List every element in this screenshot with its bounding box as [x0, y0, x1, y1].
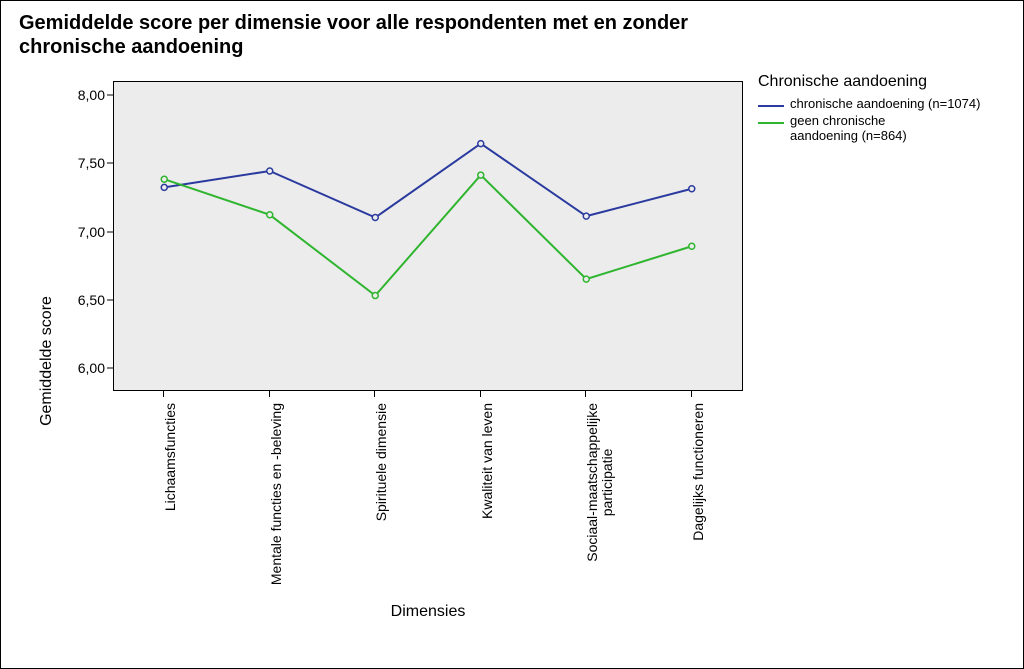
- legend-items: chronische aandoening (n=1074) geen chron…: [758, 97, 1013, 144]
- plot-wrapper: Gemiddelde score 6,006,507,007,508,00 Di…: [39, 71, 759, 651]
- series-marker-geen: [689, 243, 695, 249]
- series-marker-chronisch: [478, 141, 484, 147]
- chart-svg: [114, 82, 742, 390]
- x-tick-label: Spirituele dimensie: [374, 403, 389, 521]
- x-tick-mark: [691, 391, 692, 397]
- series-marker-geen: [372, 293, 378, 299]
- y-tick-label: 8,00: [78, 87, 105, 103]
- legend-swatch: [758, 122, 784, 124]
- legend-swatch: [758, 105, 784, 107]
- x-tick-mark: [163, 391, 164, 397]
- x-tick-label: Mentale functies en -beleving: [269, 403, 284, 585]
- series-marker-geen: [161, 176, 167, 182]
- y-tick-label: 6,50: [78, 292, 105, 308]
- series-marker-chronisch: [372, 215, 378, 221]
- legend-label: chronische aandoening (n=1074): [790, 97, 1013, 112]
- plot-area: [113, 81, 743, 391]
- x-tick-mark: [585, 391, 586, 397]
- legend-item-geen: geen chronischeaandoening (n=864): [758, 114, 1013, 144]
- series-marker-geen: [583, 276, 589, 282]
- x-tick-label: Dagelijks functioneren: [691, 403, 706, 541]
- series-marker-chronisch: [267, 168, 273, 174]
- y-tick-label: 6,00: [78, 360, 105, 376]
- x-tick-mark: [269, 391, 270, 397]
- x-tick-label: Lichaamsfuncties: [163, 403, 178, 511]
- series-marker-chronisch: [161, 184, 167, 190]
- chart-title: Gemiddelde score per dimensie voor alle …: [19, 11, 688, 59]
- legend: Chronische aandoening chronische aandoen…: [758, 73, 1013, 146]
- y-axis: 6,00 6,50 7,00 7,50 8,00: [39, 81, 113, 391]
- figure-container: Gemiddelde score per dimensie voor alle …: [0, 0, 1024, 669]
- x-tick-mark: [480, 391, 481, 397]
- series-marker-chronisch: [583, 213, 589, 219]
- legend-label: geen chronischeaandoening (n=864): [790, 114, 1013, 144]
- y-tick-label: 7,50: [78, 155, 105, 171]
- x-axis: Dimensies Lichaamsfuncties Mentale functi…: [113, 391, 743, 621]
- series-line-geen: [164, 175, 692, 295]
- legend-title: Chronische aandoening: [758, 73, 1013, 91]
- x-tick-label: Sociaal-maatschappelijkeparticipatie: [585, 403, 616, 562]
- series-marker-geen: [267, 212, 273, 218]
- y-tick-label: 7,00: [78, 224, 105, 240]
- x-axis-title: Dimensies: [391, 603, 466, 621]
- series-marker-geen: [478, 172, 484, 178]
- x-tick-label: Kwaliteit van leven: [480, 403, 495, 519]
- legend-item-chronisch: chronische aandoening (n=1074): [758, 97, 1013, 112]
- series-marker-chronisch: [689, 186, 695, 192]
- x-tick-mark: [374, 391, 375, 397]
